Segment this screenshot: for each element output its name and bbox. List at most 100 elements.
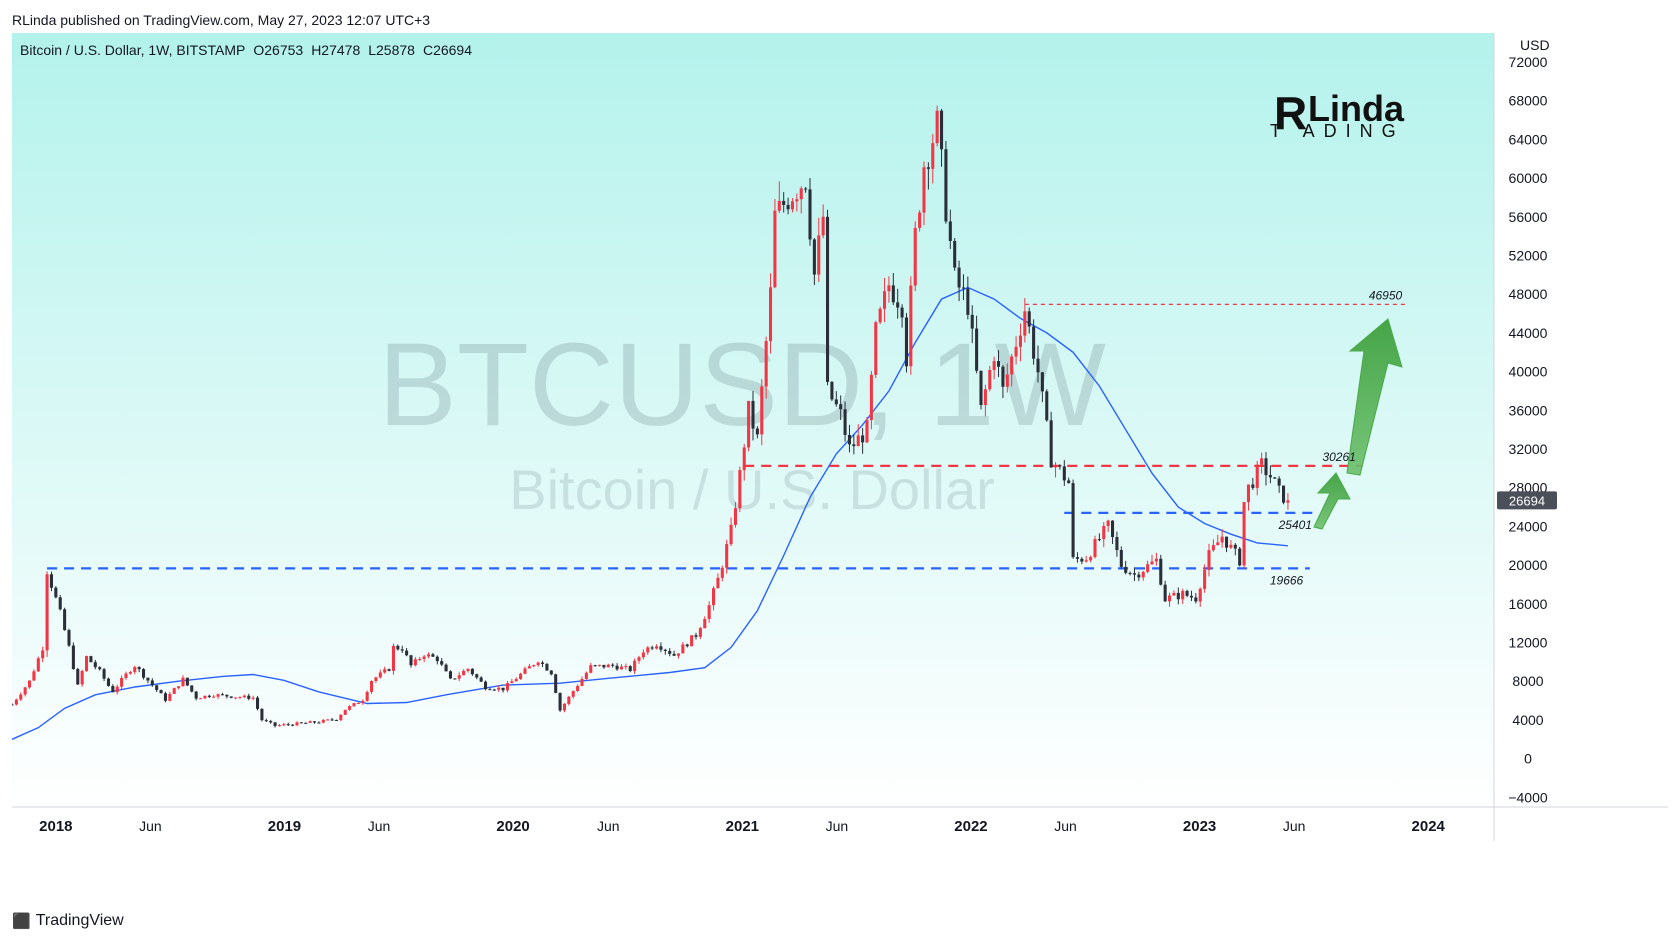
candle-body — [690, 635, 694, 647]
candle-body — [681, 644, 685, 654]
time-tick-label: 2023 — [1183, 818, 1216, 835]
candle-body — [896, 302, 900, 308]
candle-body — [409, 655, 413, 666]
time-tick-label: 2024 — [1412, 818, 1446, 835]
candle-body — [514, 678, 518, 682]
candle-body — [444, 664, 448, 672]
candle-body — [725, 544, 729, 568]
candle-body — [834, 399, 838, 405]
price-tick-label: 36000 — [1509, 402, 1548, 418]
price-chart[interactable]: BTCUSD, 1W Bitcoin / U.S. Dollar 46950 30… — [10, 33, 1668, 901]
candle-body — [641, 652, 645, 658]
candle-body — [856, 435, 860, 447]
candle-body — [961, 287, 965, 289]
candle-body — [1067, 480, 1071, 484]
candle-body — [619, 666, 623, 670]
candle-body — [940, 110, 944, 150]
price-axis[interactable]: 72000 68000 64000 60000 56000 52000 48000 44000… — [1508, 54, 1548, 805]
candle-body — [234, 697, 238, 699]
candle-body — [492, 689, 496, 691]
chart-frame[interactable]: BTCUSD, 1W Bitcoin / U.S. Dollar 46950 30… — [10, 33, 1668, 901]
candle-body — [251, 697, 255, 699]
time-tick-label: 2019 — [268, 818, 301, 835]
candle-body — [1049, 420, 1053, 468]
candle-body — [356, 702, 360, 704]
candle-body — [576, 685, 580, 692]
candle-body — [264, 720, 268, 722]
candle-body — [111, 685, 115, 693]
symbol-line: Bitcoin / U.S. Dollar, 1W, BITSTAMP O2675… — [20, 42, 472, 58]
candle-body — [821, 216, 825, 236]
candle-body — [909, 285, 913, 367]
time-tick-label: Jun — [368, 818, 391, 834]
price-tick-label: 72000 — [1509, 54, 1548, 70]
candle-body — [422, 656, 426, 659]
candle-body — [1246, 484, 1250, 503]
time-tick-label: Jun — [139, 818, 162, 834]
candle-body — [742, 447, 746, 471]
candle-body — [571, 691, 575, 697]
candle-body — [137, 667, 141, 670]
candle-body — [1282, 485, 1286, 503]
candle-body — [400, 649, 404, 651]
candle-body — [308, 721, 312, 723]
candle-body — [466, 668, 470, 671]
candle-body — [1220, 536, 1224, 543]
time-tick-label: Jun — [1054, 818, 1077, 834]
candle-body — [668, 650, 672, 654]
candle-body — [545, 663, 549, 671]
candle-body — [1207, 550, 1211, 570]
candle-body — [128, 671, 132, 674]
candle-body — [76, 669, 80, 685]
candle-body — [1089, 557, 1093, 561]
moving-average-line — [11, 286, 1288, 740]
candle-body — [334, 719, 338, 721]
symbol-legend-backdrop — [14, 37, 492, 61]
candle-body — [1176, 592, 1180, 600]
candle-body — [769, 287, 773, 342]
candle-body — [988, 370, 992, 390]
candle-body — [291, 724, 295, 726]
candle-body — [396, 645, 400, 650]
candle-body — [93, 662, 97, 668]
candle-body — [804, 188, 808, 190]
candle-body — [861, 435, 865, 443]
candle-body — [1106, 520, 1110, 526]
candle-body — [1146, 564, 1150, 572]
candle-body — [1194, 597, 1198, 602]
candle-body — [878, 308, 882, 323]
candle-body — [150, 680, 154, 686]
candle-body — [387, 669, 391, 671]
candle-body — [295, 722, 299, 726]
price-tick-label: 52000 — [1509, 248, 1548, 264]
candle-body — [883, 291, 887, 309]
candle-body — [1137, 574, 1141, 578]
candle-body — [1172, 592, 1176, 596]
candle-body — [812, 239, 816, 275]
time-axis[interactable]: 2018 Jun 2019 Jun 2020 Jun 2021 Jun 2022 Jun 2023 J… — [39, 818, 1445, 835]
candle-body — [567, 696, 571, 704]
candle-body — [755, 428, 759, 435]
target-arrows — [1313, 318, 1403, 530]
candle-body — [365, 691, 369, 701]
candle-body — [703, 618, 707, 629]
candle-body — [611, 664, 615, 666]
level-label: 19666 — [1270, 573, 1304, 587]
candle-body — [944, 149, 948, 222]
candle-body — [975, 328, 979, 371]
candle-body — [168, 693, 172, 701]
candle-body — [918, 212, 922, 228]
tradingview-footer[interactable]: ⬛ TradingView — [12, 912, 124, 930]
candle-body — [299, 722, 303, 724]
candle-body — [63, 609, 67, 631]
time-tick-label: 2021 — [726, 818, 759, 835]
logo-r-mark: R — [1274, 87, 1307, 139]
large-up-arrow — [1346, 318, 1403, 476]
candle-body — [177, 686, 181, 689]
candle-body — [427, 654, 431, 657]
candle-body — [98, 667, 102, 670]
candle-body — [1040, 372, 1044, 392]
candle-body — [36, 658, 40, 672]
candle-body — [181, 677, 185, 687]
candle-body — [14, 699, 18, 705]
